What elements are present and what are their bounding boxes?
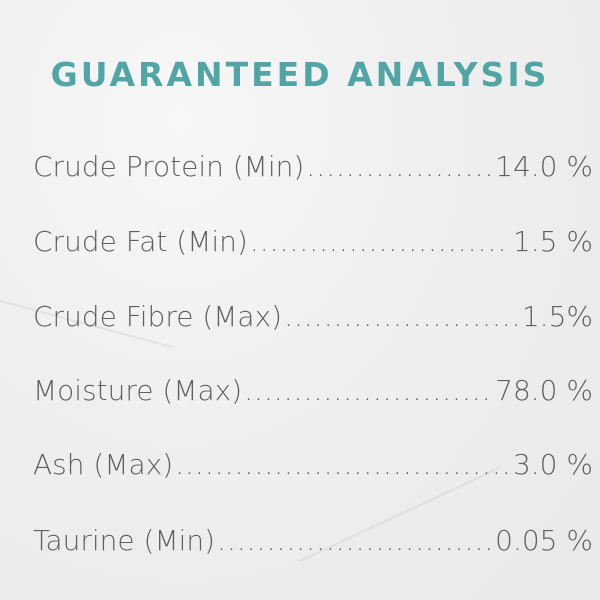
analysis-row: Ash (Max) 3.0 % xyxy=(33,448,593,481)
row-value: 1.5 % xyxy=(512,225,593,258)
page-title: GUARANTEED ANALYSIS xyxy=(50,55,550,94)
analysis-row: Crude Protein (Min) 14.0 % xyxy=(33,150,593,183)
row-value: 3.0 % xyxy=(512,448,593,481)
analysis-row: Moisture (Max) 78.0 % xyxy=(33,374,593,407)
dot-leader xyxy=(175,448,511,481)
row-value: 1.5% xyxy=(521,300,593,333)
row-label: Ash (Max) xyxy=(33,448,174,481)
row-label: Crude Protein (Min) xyxy=(33,150,305,183)
dot-leader xyxy=(244,374,493,407)
row-label: Crude Fibre (Max) xyxy=(33,300,283,333)
row-value: 14.0 % xyxy=(495,150,593,183)
dot-leader xyxy=(306,150,493,183)
row-label: Crude Fat (Min) xyxy=(33,225,248,258)
analysis-row: Crude Fibre (Max) 1.5% xyxy=(33,300,593,333)
row-label: Moisture (Max) xyxy=(33,374,243,407)
dot-leader xyxy=(284,300,520,333)
row-label: Taurine (Min) xyxy=(33,524,216,557)
row-value: 78.0 % xyxy=(495,374,593,407)
dot-leader xyxy=(250,225,511,258)
analysis-row: Taurine (Min) 0.05 % xyxy=(33,524,593,557)
row-value: 0.05 % xyxy=(495,524,593,557)
dot-leader xyxy=(217,524,493,557)
analysis-row: Crude Fat (Min) 1.5 % xyxy=(33,225,593,258)
